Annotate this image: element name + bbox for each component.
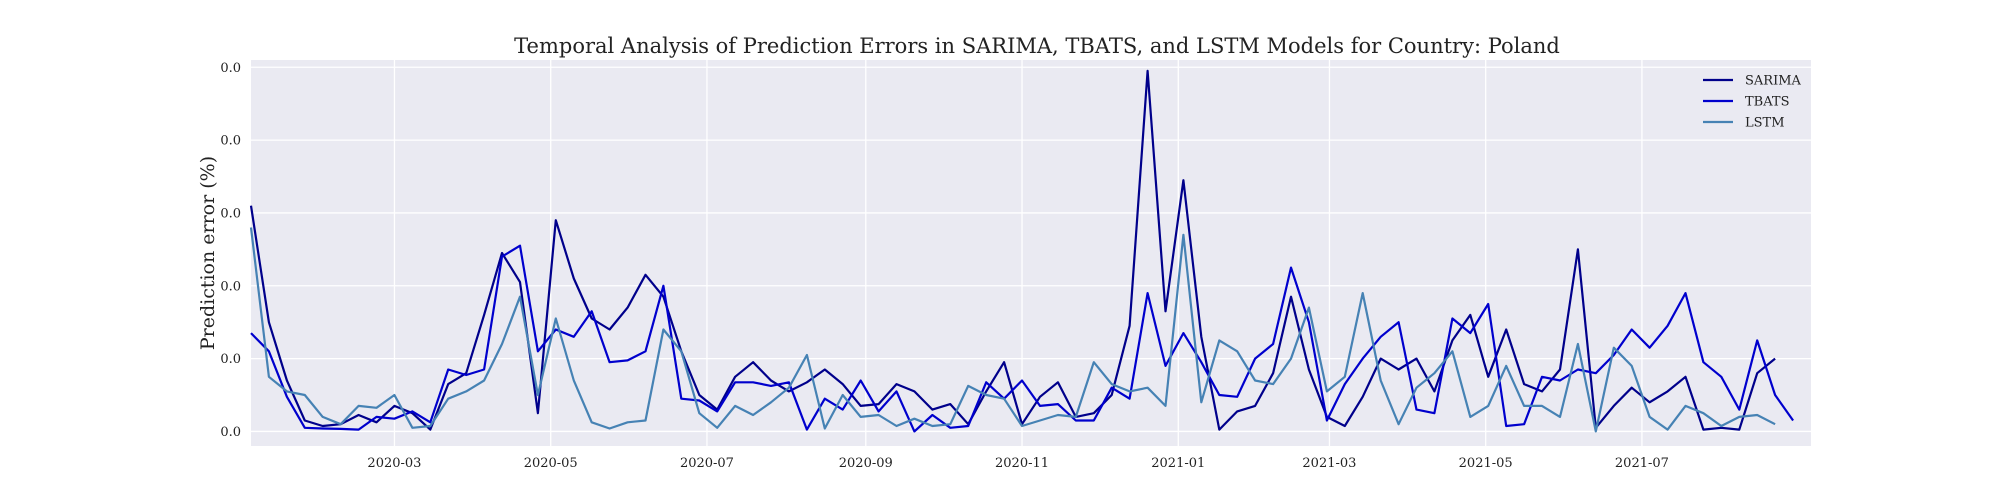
series-line-sarima [249,69,1776,431]
x-tick-label: 2020-05 [524,456,578,471]
x-axis-ticks: 2020-03 2020-05 2020-07 2020-09 2020-11 2021-… [367,456,1669,471]
y-tick-label: 0.0 [220,279,241,294]
x-tick-label: 2020-09 [839,456,893,471]
x-tick-label: 2021-05 [1459,456,1513,471]
series-lines [249,69,1794,433]
legend-label: SARIMA [1745,74,1802,89]
x-tick-label: 2020-11 [995,456,1049,471]
y-tick-label: 0.0 [220,134,241,149]
legend-label: TBATS [1745,95,1789,110]
x-tick-label: 2020-03 [367,456,421,471]
legend-label: LSTM [1745,116,1785,131]
legend: SARIMA TBATS LSTM [1703,74,1802,131]
x-tick-label: 2021-07 [1615,456,1669,471]
x-tick-label: 2021-03 [1302,456,1356,471]
y-tick-label: 0.0 [220,61,241,76]
y-tick-label: 0.0 [220,352,241,367]
series-line-tbats [250,244,1794,433]
x-tick-label: 2021-01 [1151,456,1205,471]
y-tick-label: 0.0 [220,206,241,221]
y-axis-label: Prediction error (%) [197,156,219,350]
y-axis-ticks: 0.0 0.0 0.0 0.0 0.0 0.0 [220,61,241,440]
chart-title: Temporal Analysis of Prediction Errors i… [514,34,1560,58]
x-tick-label: 2020-07 [680,456,734,471]
series-line-lstm [249,227,1776,433]
y-tick-label: 0.0 [220,425,241,440]
